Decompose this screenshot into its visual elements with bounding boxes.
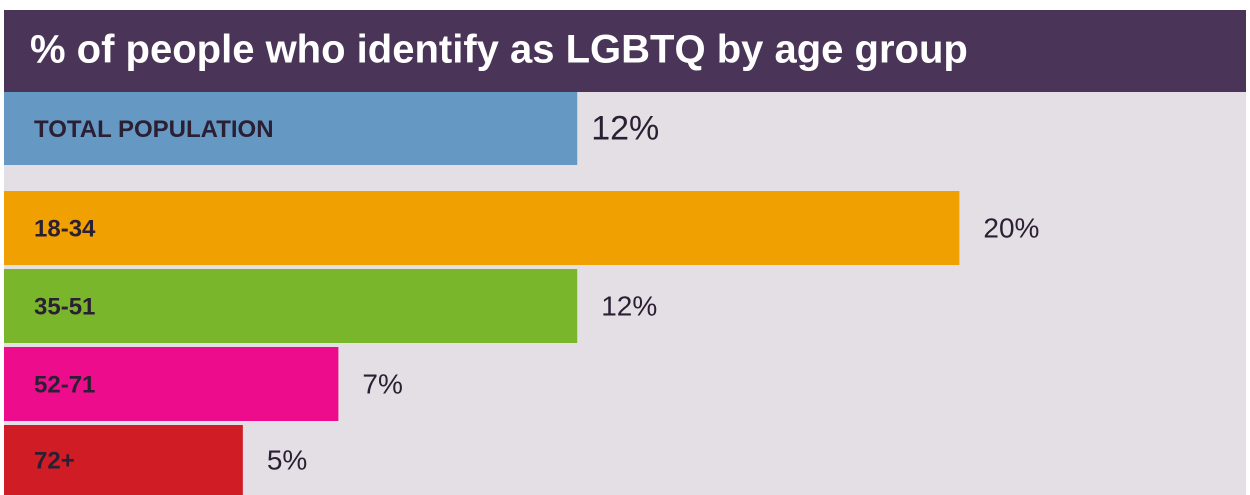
value-label: 20% — [983, 212, 1039, 243]
category-label: 35-51 — [34, 293, 95, 320]
value-label: 7% — [362, 368, 402, 399]
category-label: 18-34 — [34, 215, 96, 242]
value-label: 5% — [267, 444, 307, 475]
bar — [4, 191, 960, 265]
value-label: 12% — [601, 290, 657, 321]
bar — [4, 347, 339, 421]
category-label: TOTAL POPULATION — [34, 116, 274, 143]
bar — [4, 269, 578, 343]
bar — [4, 92, 578, 165]
category-label: 52-71 — [34, 371, 95, 398]
title-bar — [4, 10, 1246, 92]
chart-title: % of people who identify as LGBTQ by age… — [30, 28, 968, 72]
category-label: 72+ — [34, 447, 75, 474]
value-label: 12% — [591, 109, 659, 147]
bar — [4, 425, 243, 495]
